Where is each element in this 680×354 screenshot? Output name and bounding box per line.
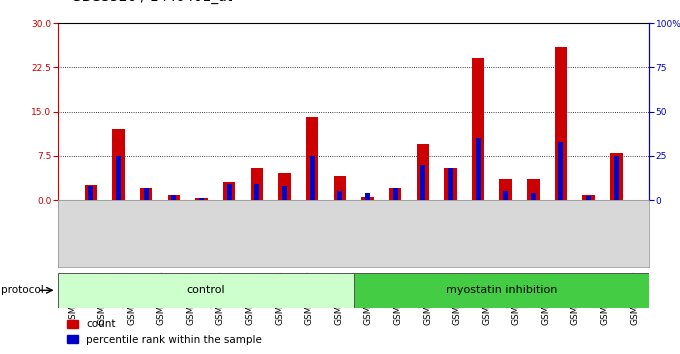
- Bar: [558, 142, 564, 200]
- Bar: [309, 156, 315, 200]
- Bar: [444, 167, 456, 200]
- Text: control: control: [186, 285, 225, 295]
- Bar: [140, 188, 152, 200]
- Bar: [226, 184, 232, 200]
- Bar: [195, 198, 207, 200]
- Bar: [85, 185, 97, 200]
- Bar: [334, 176, 346, 200]
- Bar: [389, 188, 401, 200]
- Bar: [392, 188, 398, 200]
- Bar: [582, 195, 595, 200]
- Text: protocol: protocol: [1, 285, 44, 295]
- Bar: [278, 173, 290, 200]
- Bar: [417, 144, 429, 200]
- Bar: [354, 273, 649, 308]
- Bar: [475, 138, 481, 200]
- Bar: [555, 47, 567, 200]
- Bar: [282, 186, 287, 200]
- Bar: [251, 167, 263, 200]
- Bar: [527, 179, 539, 200]
- Text: GDS3526 / 1440401_at: GDS3526 / 1440401_at: [71, 0, 233, 4]
- Bar: [472, 58, 484, 200]
- Bar: [614, 156, 619, 200]
- Bar: [448, 168, 453, 200]
- Bar: [199, 198, 204, 200]
- Bar: [500, 179, 512, 200]
- Bar: [171, 195, 176, 200]
- Bar: [586, 196, 591, 200]
- Bar: [365, 193, 370, 200]
- Bar: [88, 186, 93, 200]
- Bar: [223, 182, 235, 200]
- Bar: [143, 188, 149, 200]
- Bar: [116, 156, 121, 200]
- Bar: [58, 273, 354, 308]
- Bar: [337, 191, 342, 200]
- Bar: [531, 193, 536, 200]
- Bar: [503, 191, 508, 200]
- Legend: count, percentile rank within the sample: count, percentile rank within the sample: [63, 315, 266, 349]
- Text: myostatin inhibition: myostatin inhibition: [446, 285, 557, 295]
- Bar: [361, 197, 373, 200]
- Bar: [610, 153, 622, 200]
- Bar: [420, 165, 425, 200]
- Bar: [306, 118, 318, 200]
- Bar: [112, 129, 125, 200]
- Bar: [168, 195, 180, 200]
- Bar: [254, 184, 259, 200]
